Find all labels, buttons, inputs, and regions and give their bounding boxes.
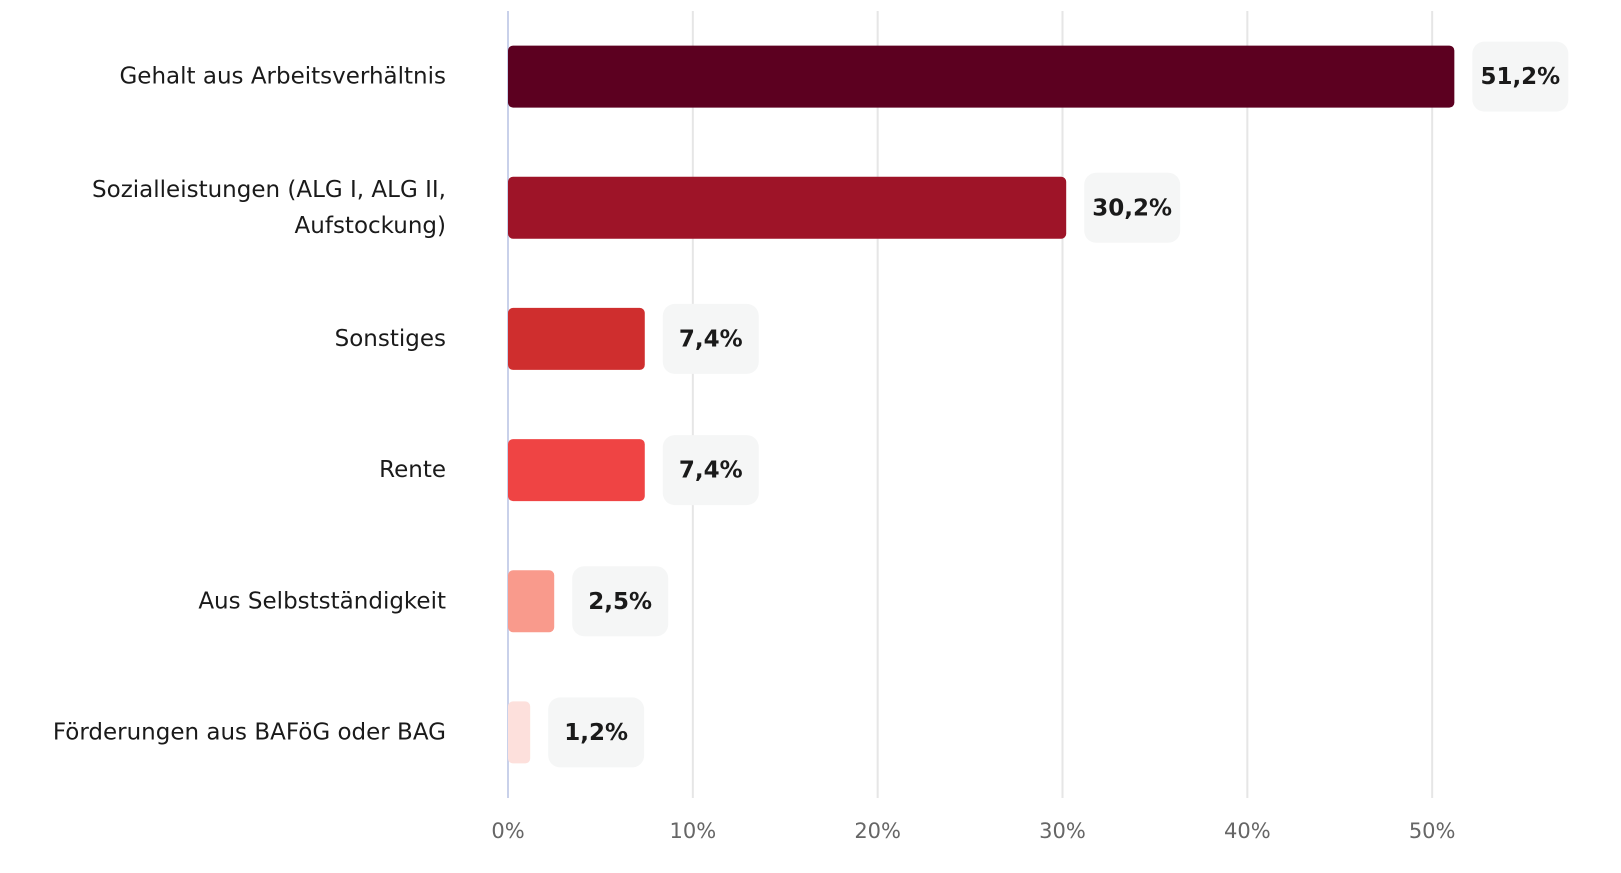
value-label: 2,5%: [588, 589, 652, 615]
value-label: 7,4%: [679, 326, 743, 352]
x-tick-label: 40%: [1224, 819, 1271, 843]
category-label: Rente: [379, 457, 446, 483]
bar: [508, 439, 645, 502]
x-tick-label: 20%: [854, 819, 901, 843]
value-label: 1,2%: [564, 720, 628, 746]
value-label-box: [572, 566, 669, 637]
x-tick-label: 30%: [1039, 819, 1086, 843]
bar: [508, 45, 1455, 108]
category-label: Sozialleistungen (ALG I, ALG II, Aufstock…: [92, 176, 446, 238]
value-label: 30,2%: [1092, 195, 1172, 221]
value-label-box: [662, 435, 759, 506]
bar: [508, 570, 555, 633]
category-label: Gehalt aus Arbeitsverhältnis: [119, 63, 446, 89]
bar: [508, 307, 645, 370]
category-label: Aus Selbstständigkeit: [198, 588, 446, 614]
x-tick-label: 10%: [669, 819, 716, 843]
bar: [508, 701, 531, 764]
bar: [508, 176, 1067, 239]
value-label-box: [1472, 41, 1569, 112]
value-label: 51,2%: [1480, 64, 1560, 90]
category-label: Sonstiges: [335, 325, 446, 351]
value-label-box: [1084, 172, 1181, 243]
category-label: Förderungen aus BAFöG oder BAG: [53, 719, 446, 745]
value-label: 7,4%: [679, 458, 743, 484]
value-label-box: [662, 303, 759, 374]
x-tick-label: 50%: [1409, 819, 1456, 843]
value-label-box: [548, 697, 645, 768]
x-tick-label: 0%: [491, 819, 524, 843]
